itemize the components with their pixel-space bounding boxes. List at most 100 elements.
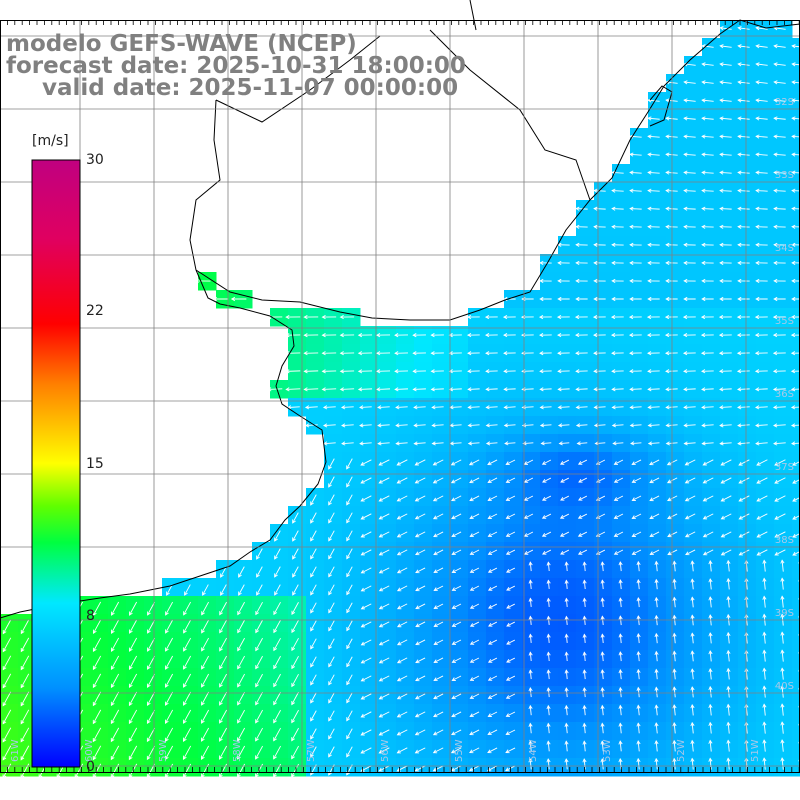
wind-arrow [738, 495, 750, 502]
wind-arrow [432, 513, 444, 520]
wind-arrow [539, 333, 552, 338]
wind-arrow [321, 314, 337, 320]
wind-arrow [310, 710, 317, 722]
wind-arrow [539, 260, 552, 265]
wind-arrow [755, 278, 768, 284]
wind-arrow [701, 80, 714, 85]
wind-arrow [219, 637, 227, 652]
wind-arrow [110, 691, 120, 707]
wind-arrow [321, 351, 337, 356]
wind-arrow [469, 675, 480, 681]
wind-arrow [631, 513, 642, 519]
wind-arrow [564, 758, 569, 770]
wind-arrow [339, 314, 355, 320]
wind-arrow [600, 597, 605, 608]
wind-arrow [791, 170, 800, 175]
wind-arrow [201, 673, 210, 688]
wind-arrow [755, 98, 768, 103]
wind-arrow [469, 747, 480, 754]
wind-arrow [357, 333, 373, 338]
wind-arrow [737, 206, 750, 211]
wind-arrow [415, 639, 426, 646]
wind-arrow [582, 669, 587, 680]
wind-arrow [415, 675, 426, 682]
wind-arrow [701, 278, 714, 284]
wind-arrow [647, 188, 660, 193]
wind-arrow [468, 765, 480, 772]
wind-arrow [433, 621, 444, 627]
speed-cell [792, 110, 800, 129]
wind-arrow [736, 369, 750, 374]
wind-arrow [219, 745, 228, 760]
wind-arrow [255, 691, 263, 706]
wind-arrow [792, 497, 800, 502]
wind-arrow [790, 387, 800, 392]
wind-arrow [600, 758, 605, 770]
wind-arrow [415, 549, 426, 556]
speed-cell [792, 92, 800, 111]
wind-arrow [738, 477, 750, 484]
wind-arrow [346, 746, 353, 758]
wind-arrow [719, 260, 732, 265]
wind-arrow [321, 333, 337, 338]
wind-arrow [791, 206, 800, 211]
speed-cell [792, 74, 800, 93]
wind-arrow [647, 134, 660, 139]
wind-arrow [755, 80, 768, 85]
wind-arrow [256, 584, 263, 596]
wind-arrow [780, 577, 785, 590]
wind-arrow [701, 224, 714, 229]
wind-arrow [774, 495, 786, 502]
wind-arrow [413, 405, 426, 410]
wind-arrow [237, 745, 246, 760]
wind-arrow [719, 26, 732, 31]
wind-arrow [593, 260, 606, 265]
wind-arrow [611, 224, 624, 229]
wind-arrow [328, 620, 335, 632]
wind-arrow [414, 531, 426, 538]
wind-arrow [128, 691, 138, 707]
wind-arrow [146, 709, 156, 725]
wind-arrow [451, 639, 462, 645]
wind-arrow [558, 441, 570, 446]
wind-arrow [719, 116, 732, 121]
lon-label: 57W [306, 739, 317, 762]
wind-arrow [737, 98, 750, 103]
wind-arrow [341, 423, 354, 428]
wind-arrow [683, 369, 696, 374]
wind-arrow [600, 704, 605, 716]
wind-arrow [719, 62, 732, 67]
speed-cell [792, 722, 800, 741]
frame-ticks [0, 20, 800, 772]
wind-arrow [469, 693, 480, 699]
wind-arrow [360, 693, 372, 700]
colorbar-tick: 30 [86, 152, 104, 168]
speed-cell [792, 668, 800, 687]
wind-arrow [690, 596, 695, 608]
wind-arrow [292, 566, 299, 578]
wind-arrow [310, 512, 317, 524]
wind-arrow [487, 567, 498, 573]
wind-arrow [183, 709, 192, 724]
wind-arrow [467, 387, 480, 392]
wind-arrow [582, 704, 587, 716]
wind-arrow [647, 224, 660, 229]
wind-arrow [654, 560, 659, 572]
wind-arrow [738, 549, 750, 556]
speed-cell [792, 128, 800, 147]
wind-arrow [92, 673, 102, 689]
wind-arrow [629, 387, 642, 392]
wind-arrow [274, 548, 281, 560]
wind-arrow [600, 561, 605, 572]
wind-arrow [397, 603, 408, 610]
wind-arrow [310, 566, 317, 578]
wind-arrow [219, 691, 228, 706]
wind-arrow [451, 513, 462, 520]
wind-arrow [528, 722, 533, 734]
wind-arrow [690, 739, 695, 752]
wind-arrow [505, 459, 516, 465]
wind-arrow [690, 650, 695, 662]
wind-arrow [582, 615, 587, 626]
wind-arrow [737, 116, 750, 121]
wind-arrow [593, 405, 606, 410]
